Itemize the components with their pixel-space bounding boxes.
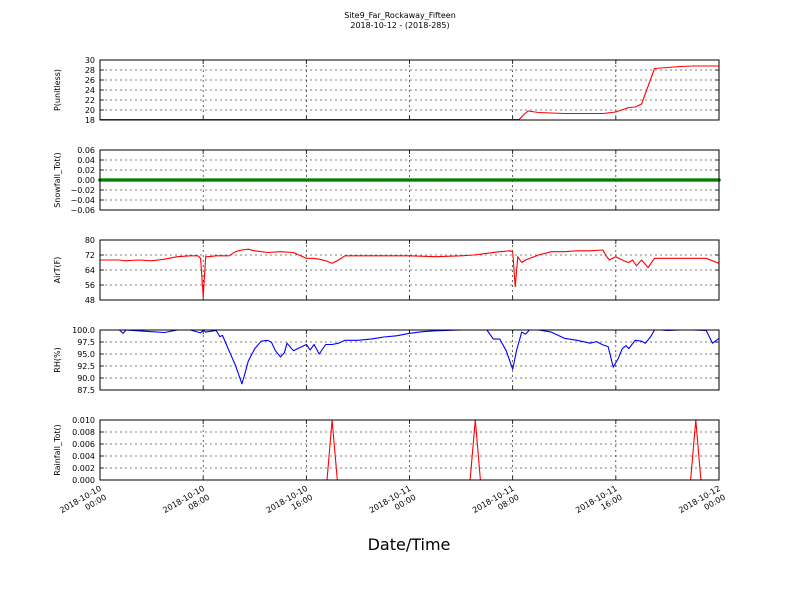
x-tick-label: 2018-10-1008:00 [161, 484, 211, 524]
axes-frame [99, 329, 720, 391]
y-tick-label: 28 [85, 66, 95, 75]
axes-frame [99, 149, 720, 211]
axes-frame [99, 419, 720, 481]
chart-subtitle: 2018-10-12 - (2018-285) [350, 21, 449, 30]
series-line [100, 65, 719, 121]
y-tick-label: 48 [85, 296, 95, 305]
y-tick-label: 90.0 [77, 374, 95, 383]
y-tick-label: −0.06 [70, 206, 95, 215]
y-axis-label: Snowfall_Tot() [53, 152, 62, 208]
y-tick-label: 0.00 [77, 176, 95, 185]
x-tick-label: 2018-10-1200:00 [677, 484, 727, 524]
y-tick-label: 26 [85, 76, 95, 85]
y-tick-label: 56 [85, 281, 95, 290]
y-tick-label: 80 [85, 236, 95, 245]
axes-frame [99, 59, 720, 121]
y-tick-label: 24 [85, 86, 95, 95]
x-tick-label: 2018-10-1100:00 [368, 484, 418, 524]
y-tick-label: −0.04 [70, 196, 95, 205]
y-tick-label: 20 [85, 106, 95, 115]
y-tick-label: 0.04 [77, 156, 95, 165]
x-tick-label: 2018-10-1000:00 [58, 484, 108, 524]
y-tick-label: 0.02 [77, 166, 95, 175]
x-tick-labels: 2018-10-1000:00 2018-10-1008:00 2018-10-10… [58, 484, 727, 524]
y-tick-label: 0.06 [77, 146, 95, 155]
y-tick-label: 0.010 [72, 416, 95, 425]
y-tick-label: 100.0 [72, 326, 95, 335]
y-axis-label: AirT(F) [53, 257, 62, 284]
y-axis-label: Rainfall_Tot() [53, 424, 62, 476]
y-tick-label: 0.004 [72, 452, 95, 461]
y-tick-label: 87.5 [77, 386, 95, 395]
x-tick-label: 2018-10-1016:00 [265, 484, 315, 524]
y-tick-label: 64 [85, 266, 95, 275]
y-tick-label: 0.002 [72, 464, 95, 473]
y-axis-label: RH(%) [53, 347, 62, 372]
y-tick-label: 72 [85, 251, 95, 260]
y-tick-label: 92.5 [77, 362, 95, 371]
panel-3: 48 56 64 72 80 AirT(F) [53, 236, 720, 305]
series-line [100, 248, 720, 298]
x-tick-label: 2018-10-1108:00 [471, 484, 521, 524]
chart-title: Site9_Far_Rockaway_Fifteen [344, 11, 456, 20]
y-tick-label: 97.5 [77, 338, 95, 347]
y-tick-label: 30 [85, 56, 95, 65]
y-tick-label: 22 [85, 96, 95, 105]
x-axis-label: Date/Time [368, 535, 451, 554]
y-tick-label: 0.008 [72, 428, 95, 437]
panel-5: 0.000 0.002 0.004 0.006 0.008 0.010 Rainfall_T… [53, 416, 720, 485]
series-line [100, 329, 720, 385]
panel-2: −0.06−0.04−0.020.000.020.040.06 Snowfall_… [53, 146, 721, 215]
y-tick-label: 0.006 [72, 440, 95, 449]
y-tick-label: −0.02 [70, 186, 95, 195]
y-tick-label: 0.000 [72, 476, 95, 485]
axes-frame [99, 239, 720, 301]
x-tick-label: 2018-10-1116:00 [574, 484, 624, 524]
y-axis-label: P(unitless) [53, 69, 62, 111]
panel-4: 87.5 90.0 92.5 95.0 97.5 100.0 RH(%) [53, 326, 720, 395]
y-tick-label: 95.0 [77, 350, 95, 359]
y-tick-label: 18 [85, 116, 95, 125]
